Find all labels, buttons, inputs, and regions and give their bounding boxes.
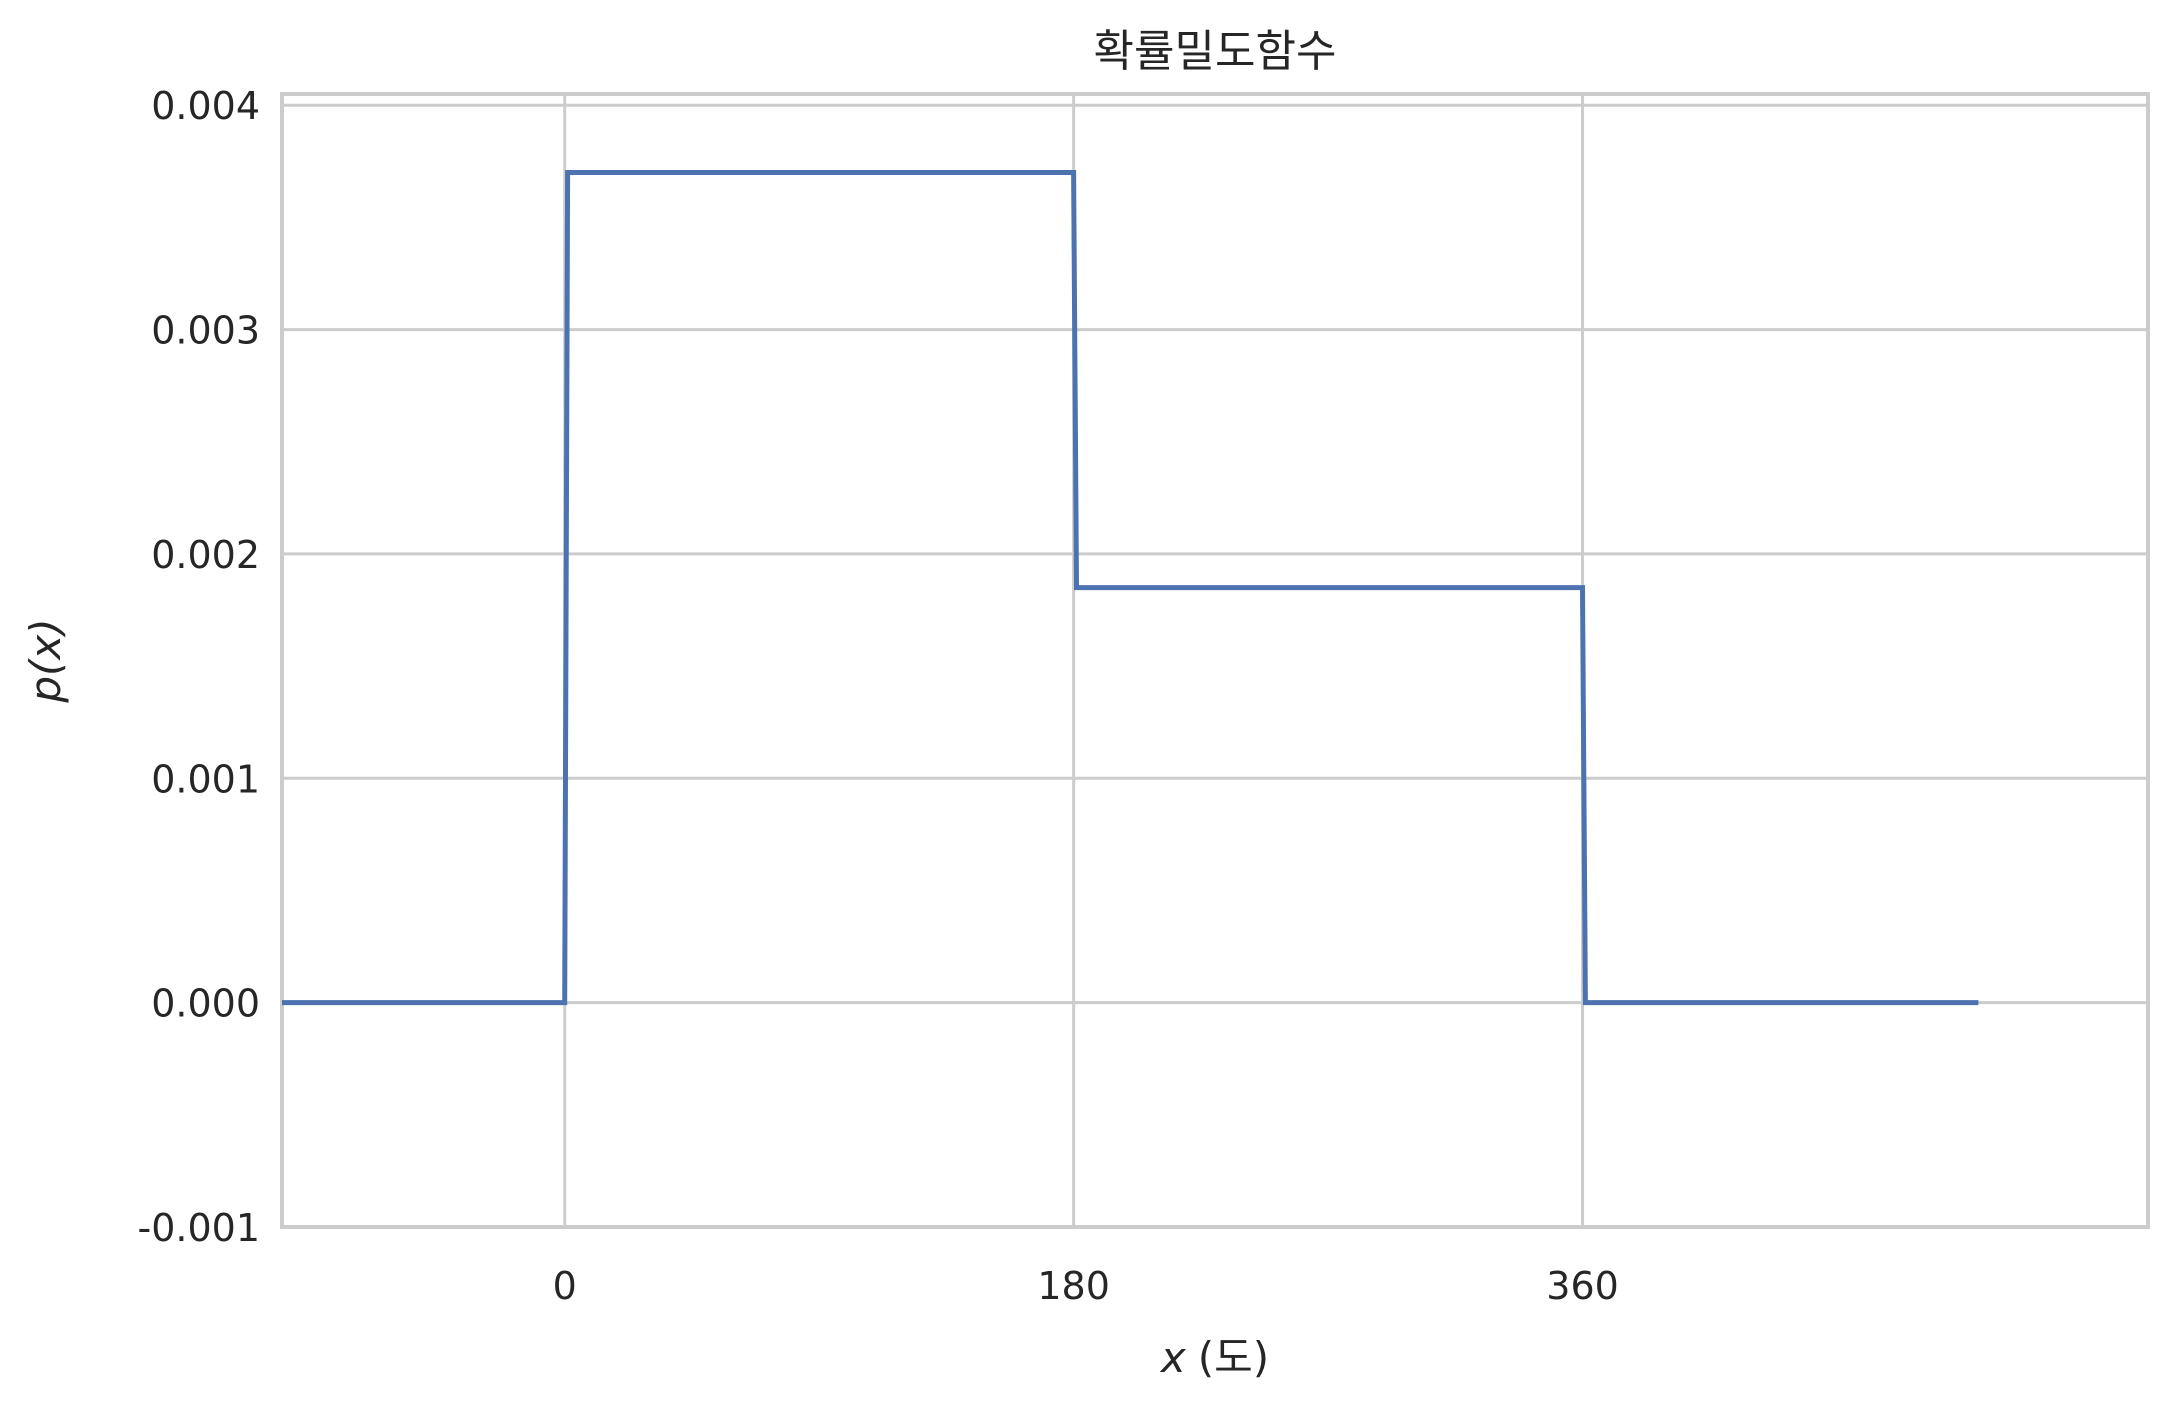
y-tick-label: 0.002	[151, 533, 260, 577]
x-tick-labels: 0 180 360	[553, 1264, 1619, 1308]
series-line-0	[282, 170, 1979, 1006]
y-axis-title: p(x)	[21, 618, 70, 703]
y-tick-label: -0.001	[138, 1206, 261, 1250]
x-tick-label: 360	[1546, 1264, 1619, 1308]
y-tick-label: 0.003	[151, 309, 260, 353]
y-tick-labels: -0.001 0.000 0.001 0.002 0.003 0.004	[138, 84, 261, 1250]
y-tick-label: 0.004	[151, 84, 260, 128]
x-axis-unit: (도)	[1198, 1333, 1269, 1382]
y-tick-label: 0.001	[151, 757, 260, 801]
x-axis-variable: x	[1159, 1333, 1187, 1382]
series-layer	[282, 170, 1979, 1006]
plot-frame	[280, 92, 2150, 1229]
x-tick-label: 0	[553, 1264, 577, 1308]
x-axis-title: x (도)	[1159, 1333, 1269, 1382]
y-tick-label: 0.000	[151, 982, 260, 1026]
x-tick-label: 180	[1037, 1264, 1110, 1308]
chart-title: 확률밀도함수	[1094, 26, 1337, 77]
